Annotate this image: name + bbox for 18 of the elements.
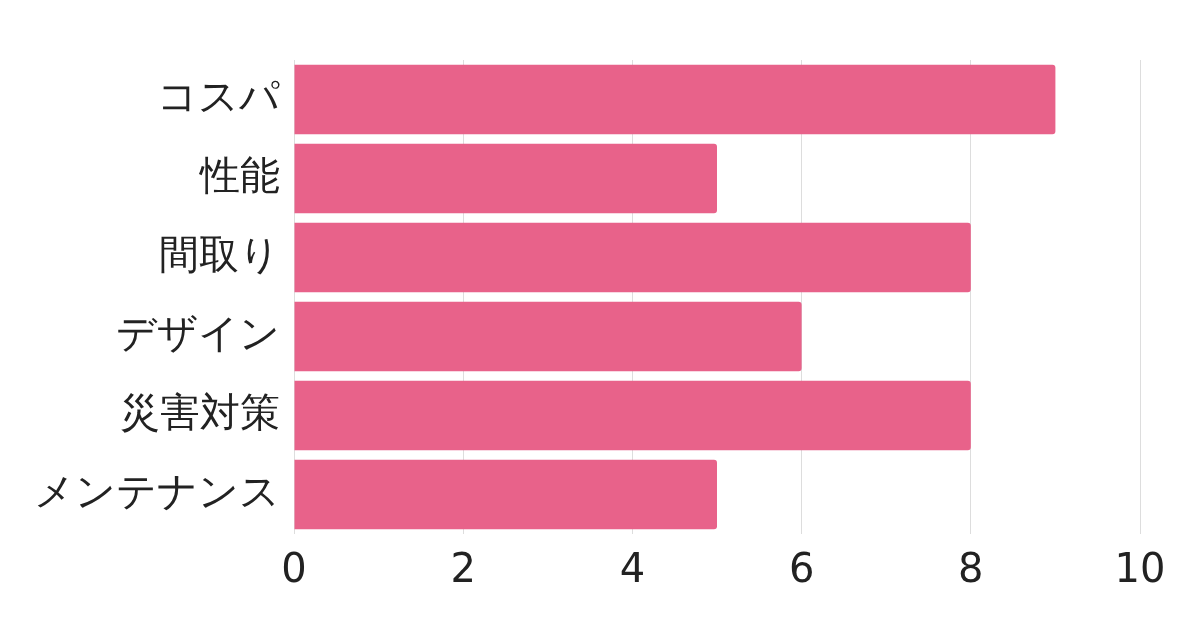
x-tick-label: 4 xyxy=(619,545,646,592)
y-tick-label: 間取り xyxy=(159,230,280,277)
x-tick-label: 10 xyxy=(1114,545,1166,592)
x-tick-label: 2 xyxy=(450,545,476,592)
bar xyxy=(294,143,717,214)
bar xyxy=(294,380,971,451)
y-tick-label: メンテナンス xyxy=(34,467,280,514)
x-tick-label: 0 xyxy=(281,545,307,592)
bar xyxy=(294,459,717,530)
y-tick-label: デザイン xyxy=(116,309,280,356)
bar xyxy=(294,222,971,293)
y-tick-label: 性能 xyxy=(198,151,280,198)
bar xyxy=(294,64,1056,135)
y-tick-label: コスパ xyxy=(157,72,280,119)
x-tick-label: 6 xyxy=(788,545,815,592)
x-tick-label: 8 xyxy=(958,545,984,592)
bar xyxy=(294,301,802,372)
y-tick-label: 災害対策 xyxy=(120,388,280,435)
